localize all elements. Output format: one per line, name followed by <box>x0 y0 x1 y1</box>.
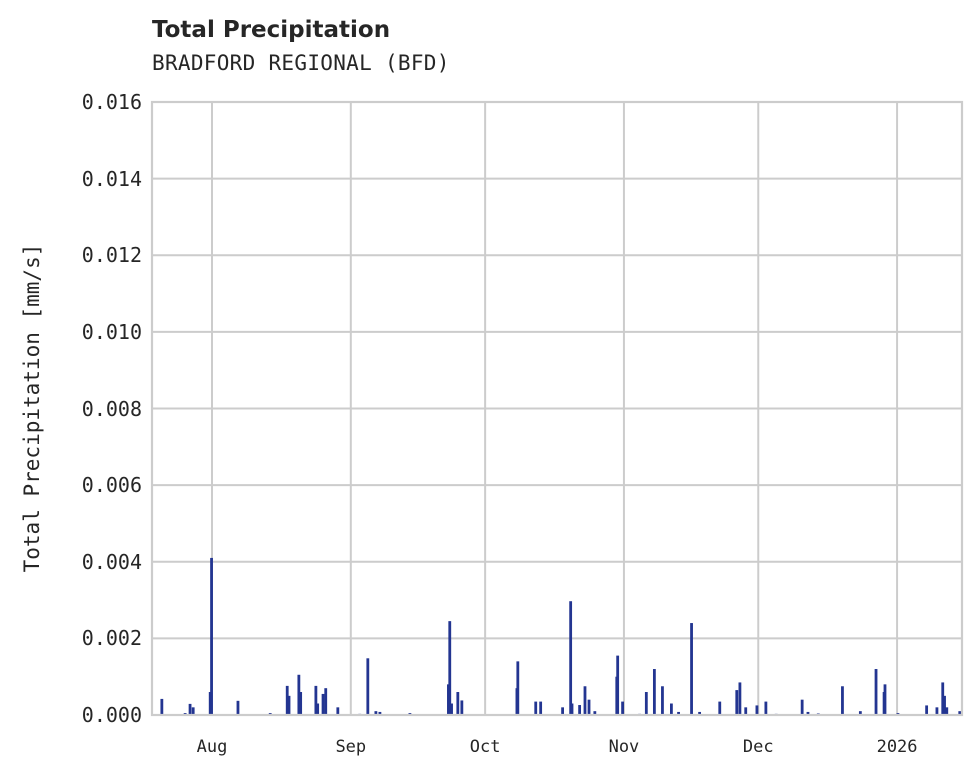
y-tick-label: 0.014 <box>81 166 142 191</box>
precipitation-bar <box>324 688 328 715</box>
precipitation-bar <box>621 701 624 715</box>
chart-subtitle: BRADFORD REGIONAL (BFD) <box>152 51 450 75</box>
x-tick-label: Sep <box>335 737 367 757</box>
precipitation-bars <box>160 557 962 715</box>
precipitation-bar <box>698 711 702 715</box>
chart-title: Total Precipitation <box>152 17 391 43</box>
precipitation-bar <box>287 695 291 715</box>
precipitation-bar <box>583 686 587 715</box>
precipitation-bar <box>945 707 949 715</box>
precipitation-bar <box>539 701 543 715</box>
precipitation-bar <box>958 711 962 715</box>
y-tick-label: 0.016 <box>81 90 142 114</box>
plot-frame <box>150 100 964 717</box>
precipitation-bar <box>593 711 597 715</box>
precipitation-bar <box>188 703 192 715</box>
precipitation-bar <box>316 703 320 715</box>
precipitation-bar <box>925 705 929 715</box>
precipitation-bar <box>210 557 213 715</box>
x-tick-label: 2026 <box>876 737 918 757</box>
precipitation-bar <box>858 711 862 715</box>
precipitation-bar <box>570 703 574 715</box>
precipitation-bar <box>297 674 301 715</box>
precipitation-bar <box>450 703 453 715</box>
precipitation-bar <box>578 705 582 715</box>
precipitation-bar <box>561 707 564 715</box>
precipitation-bar <box>616 655 620 715</box>
precipitation-bar <box>644 692 648 715</box>
x-tick-label: Aug <box>196 737 228 757</box>
precipitation-bar <box>191 707 195 715</box>
precipitation-bar <box>314 685 318 715</box>
precipitation-bar <box>587 699 591 715</box>
precipitation-bar <box>299 692 303 715</box>
precipitation-bar <box>366 658 370 715</box>
precipitation-bar <box>764 701 768 715</box>
y-tick-label: 0.008 <box>81 396 142 421</box>
precipitation-bar <box>236 700 240 715</box>
precipitation-bar <box>456 692 460 715</box>
y-tick-label: 0.006 <box>81 473 142 498</box>
y-tick-label: 0.002 <box>81 626 142 651</box>
precipitation-bar <box>569 601 573 715</box>
precipitation-bar <box>516 661 520 715</box>
y-tick-label: 0.004 <box>81 549 142 574</box>
precipitation-bar <box>160 698 164 715</box>
precipitation-bar <box>460 700 464 715</box>
x-tick-label: Dec <box>742 737 774 757</box>
precipitation-bar <box>874 669 878 715</box>
y-tick-label: 0.012 <box>81 243 142 268</box>
precipitation-bar <box>744 707 748 715</box>
precipitation-bar <box>374 711 378 715</box>
precipitation-bar <box>448 621 452 715</box>
precipitation-bar <box>943 695 946 715</box>
precipitation-bar <box>670 703 673 715</box>
gridlines <box>152 101 962 716</box>
precipitation-bar <box>690 623 693 715</box>
y-tick-label: 0.010 <box>81 319 142 344</box>
y-tick-label: 0.000 <box>81 703 142 727</box>
precipitation-bar <box>677 711 680 715</box>
precipitation-bar <box>941 682 945 715</box>
precipitation-bar <box>718 701 722 715</box>
precipitation-bar <box>336 707 340 715</box>
precipitation-bar <box>806 711 810 715</box>
precipitation-bar <box>738 682 742 715</box>
precipitation-bar <box>321 693 325 715</box>
x-tick-label: Oct <box>469 737 501 757</box>
precipitation-bar <box>800 699 804 715</box>
x-tick-label: Nov <box>608 737 640 757</box>
precipitation-bar <box>841 686 844 715</box>
precipitation-bar <box>534 701 538 715</box>
precipitation-bar <box>755 705 759 715</box>
precipitation-bar <box>883 684 887 715</box>
precipitation-bar <box>935 707 939 715</box>
precipitation-bar <box>378 711 382 715</box>
precipitation-bar <box>652 669 656 715</box>
precipitation-bar <box>285 685 289 715</box>
precipitation-bar <box>661 686 664 715</box>
precipitation-bar <box>735 690 739 715</box>
